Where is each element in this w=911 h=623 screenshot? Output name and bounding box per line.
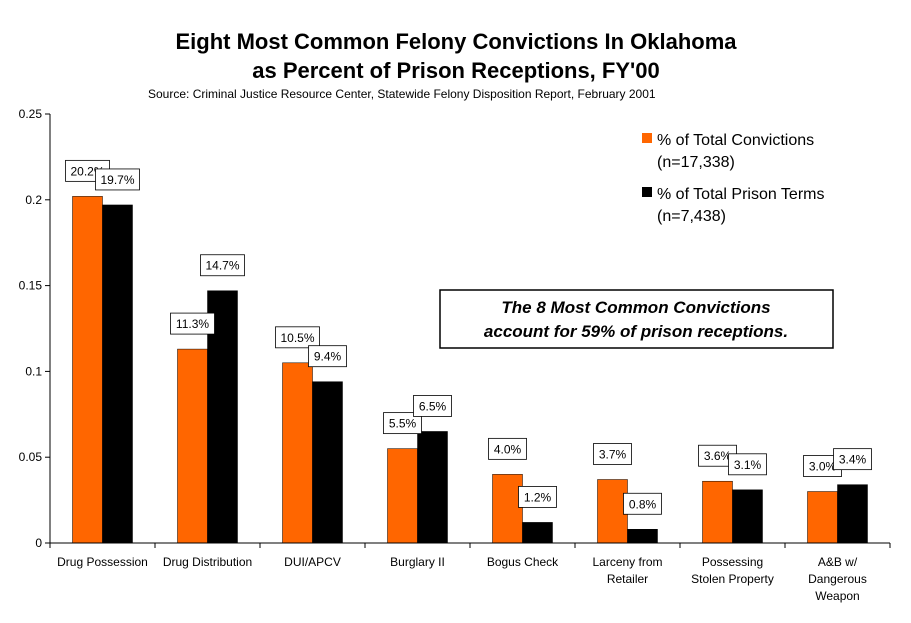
- x-axis: Drug Possession Drug Distribution DUI/APCV…: [49, 542, 891, 603]
- bar-prison-terms: [417, 431, 448, 544]
- bar-convictions: [72, 196, 103, 544]
- legend-convictions-line-2: (n=17,338): [657, 154, 735, 171]
- data-label-box: [518, 486, 557, 508]
- data-label: 10.5%: [280, 331, 314, 345]
- callout-box: The 8 Most Common Convictions account fo…: [439, 289, 834, 349]
- bar-prison-terms: [522, 522, 553, 544]
- x-category-label: Drug Possession: [57, 555, 148, 569]
- data-label-box: [728, 453, 767, 476]
- data-label: 3.6%: [704, 449, 732, 463]
- y-tick-label: 0.05: [19, 450, 43, 464]
- data-label-box: [413, 395, 452, 417]
- y-tick-label: 0: [35, 536, 42, 550]
- data-label-box: [593, 443, 632, 465]
- data-label: 9.4%: [314, 350, 342, 364]
- bar-convictions: [492, 474, 523, 544]
- x-category-label: Drug Distribution: [163, 555, 252, 569]
- y-tick-label: 0.25: [19, 107, 43, 121]
- legend-swatch-prison-terms: [642, 187, 652, 197]
- data-label-box: [488, 437, 527, 460]
- bar-prison-terms: [732, 489, 763, 544]
- x-category-label: Possessing: [702, 555, 763, 569]
- y-tick-label: 0.15: [19, 279, 43, 293]
- bar-convictions: [177, 348, 208, 544]
- x-category-label: Weapon: [815, 589, 859, 603]
- x-category-label: Larceny from: [592, 555, 662, 569]
- data-label: 0.8%: [629, 497, 657, 511]
- data-label-box: [95, 168, 140, 191]
- legend-convictions-line-1: % of Total Convictions: [657, 132, 814, 149]
- callout-line-2: account for 59% of prison receptions.: [484, 322, 788, 341]
- bar-convictions: [807, 491, 838, 544]
- legend-swatch-convictions: [642, 133, 652, 143]
- bar-convictions: [282, 362, 313, 544]
- y-tick-label: 0.2: [25, 193, 42, 207]
- bar-prison-terms: [627, 529, 658, 544]
- chart-subtitle: Source: Criminal Justice Resource Center…: [148, 87, 656, 101]
- bar-prison-terms: [312, 381, 343, 544]
- data-label-box: [275, 326, 320, 349]
- x-category-label: Burglary II: [390, 555, 445, 569]
- legend-prison-terms-line-2: (n=7,438): [657, 208, 726, 225]
- callout-border: [439, 289, 834, 349]
- data-label: 3.7%: [599, 448, 627, 462]
- bar-convictions: [702, 480, 733, 544]
- data-label: 4.0%: [494, 442, 522, 456]
- data-label: 3.0%: [809, 460, 837, 474]
- bar-prison-terms: [102, 204, 133, 544]
- data-label: 3.4%: [839, 453, 867, 467]
- data-label: 6.5%: [419, 399, 447, 413]
- data-label-box: [623, 492, 662, 515]
- data-label-box: [308, 345, 347, 368]
- chart-title-line-2: as Percent of Prison Receptions, FY'00: [252, 58, 659, 83]
- data-label-box: [170, 312, 215, 335]
- data-label: 19.7%: [100, 173, 134, 187]
- x-category-label: Bogus Check: [487, 555, 559, 569]
- data-label: 5.5%: [389, 417, 417, 431]
- x-category-label: A&B w/: [818, 555, 858, 569]
- data-label-box: [833, 448, 872, 471]
- bar-convictions: [597, 479, 628, 544]
- data-label-box: [200, 254, 245, 277]
- data-label: 11.3%: [176, 317, 209, 331]
- y-axis: 0 0.05 0.1 0.15 0.2 0.25: [19, 107, 51, 550]
- x-category-label: DUI/APCV: [284, 555, 341, 569]
- x-category-label: Dangerous: [808, 572, 867, 586]
- y-tick-label: 0.1: [25, 364, 42, 378]
- x-category-label: Retailer: [607, 572, 648, 586]
- legend-prison-terms-line-1: % of Total Prison Terms: [657, 186, 824, 203]
- data-label-box: [383, 412, 422, 435]
- bar-prison-terms: [837, 484, 868, 544]
- chart-title-line-1: Eight Most Common Felony Convictions In …: [175, 29, 737, 54]
- data-label: 3.1%: [734, 458, 762, 472]
- data-label: 1.2%: [524, 490, 552, 504]
- data-label: 14.7%: [205, 259, 239, 273]
- data-labels: 20.2%11.3%10.5%5.5%4.0% 3.7% 3.6%3.0%19.7%…: [65, 159, 872, 515]
- x-category-label: Stolen Property: [691, 572, 774, 586]
- callout-line-1: The 8 Most Common Convictions: [501, 298, 770, 317]
- legend: % of Total Convictions (n=17,338) % of T…: [642, 132, 824, 225]
- bar-convictions: [387, 448, 418, 544]
